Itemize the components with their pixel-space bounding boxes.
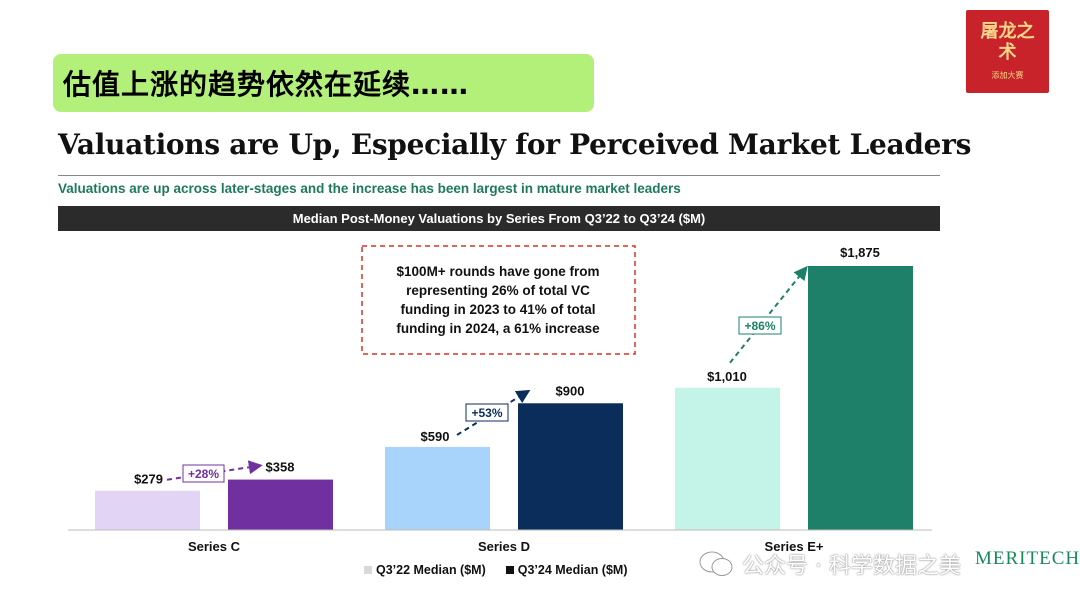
page-title: Valuations are Up, Especially for Percei…: [58, 128, 972, 161]
wechat-watermark: 公众号 · 科学数据之美: [698, 548, 961, 580]
value-label-series-c-q324: $358: [266, 460, 295, 475]
legend-swatch-q324: [505, 566, 514, 574]
category-label-series-c: Series C: [188, 539, 241, 554]
legend-item-q322: Q3’22 Median ($M): [364, 563, 486, 577]
legend-label-q324: Q3’24 Median ($M): [517, 563, 628, 577]
wechat-icon: [699, 551, 733, 576]
logo-small-text: 添加大赛: [991, 70, 1024, 80]
bar-series-c-q322: [95, 490, 200, 530]
chinese-headline: 估值上涨的趋势依然在延续……: [63, 68, 470, 101]
legend-item-q324: Q3’24 Median ($M): [505, 563, 628, 577]
category-label-series-e: Series E+: [765, 539, 824, 554]
chart-title: Median Post-Money Valuations by Series F…: [58, 206, 940, 231]
legend-swatch-q322: [364, 566, 372, 574]
growth-badge-series-c: [182, 464, 225, 483]
growth-label-series-e: +86%: [744, 319, 775, 333]
category-label-series-d: Series D: [478, 539, 530, 554]
callout-line-4: funding in 2024, a 61% increase: [396, 321, 600, 336]
chart-legend: Q3’22 Median ($M) Q3’24 Median ($M): [364, 563, 628, 577]
bar-series-c-q324: [228, 479, 333, 530]
meritech-brand: MERITECH: [975, 548, 1080, 569]
growth-badge-series-e: [738, 316, 782, 335]
value-label-series-c-q322: $279: [134, 472, 163, 487]
growth-label-series-c: +28%: [188, 467, 219, 481]
page-subtitle: Valuations are up across later-stages an…: [58, 181, 681, 196]
logo-glyph: 屠龙之术: [980, 21, 1035, 63]
growth-label-series-d: +53%: [471, 406, 502, 420]
callout-line-2: representing 26% of total VC: [406, 283, 590, 298]
callout-line-1: $100M+ rounds have gone from: [397, 264, 600, 279]
brand-logo: 屠龙之术 添加大赛: [966, 10, 1049, 93]
watermark-text: 公众号 · 科学数据之美: [742, 554, 961, 579]
legend-label-q322: Q3’22 Median ($M): [376, 563, 486, 577]
bar-series-d-q324: [518, 403, 623, 530]
callout-box: [361, 245, 636, 355]
value-label-series-d-q324: $900: [556, 383, 585, 398]
bar-series-d-q322: [385, 446, 490, 530]
growth-arrow-series-e: [729, 265, 808, 364]
growth-badge-series-d: [465, 403, 509, 422]
chinese-headline-banner: 估值上涨的趋势依然在延续……: [53, 54, 594, 112]
title-divider: [58, 175, 940, 176]
bar-series-e-q322: [675, 387, 780, 530]
value-label-series-e-q324: $1,875: [840, 245, 880, 260]
bar-series-e-q324: [808, 266, 913, 530]
growth-arrow-series-d: [456, 389, 531, 436]
value-label-series-e-q322: $1,010: [707, 369, 747, 384]
value-label-series-d-q322: $590: [421, 429, 450, 444]
callout-line-3: funding in 2023 to 41% of total: [400, 302, 595, 317]
